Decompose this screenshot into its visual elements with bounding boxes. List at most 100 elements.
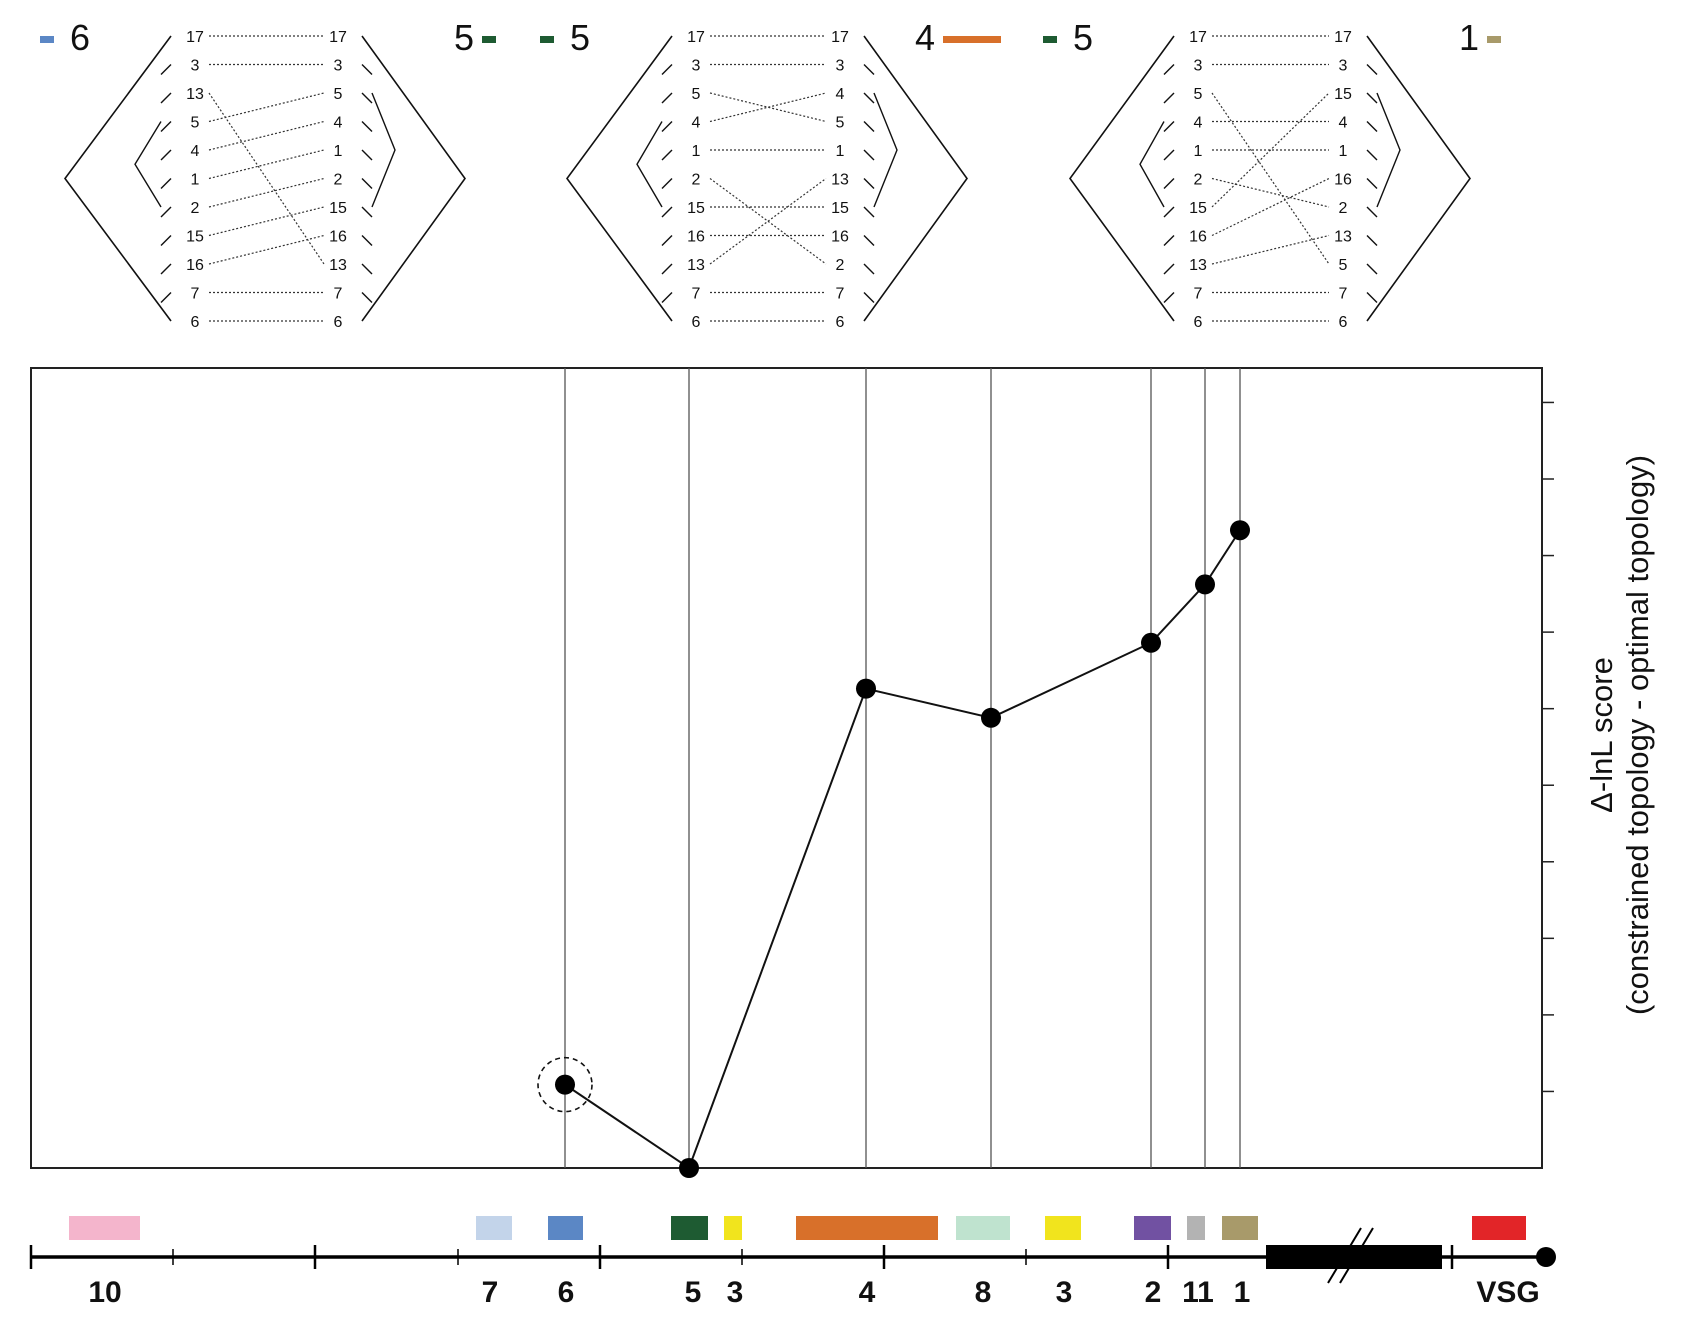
right-branch	[1366, 92, 1378, 104]
gene-label-VSG: VSG	[1476, 1276, 1539, 1309]
left-branch	[1163, 235, 1175, 246]
gene-block-6	[548, 1216, 583, 1240]
left-leaf-15: 15	[186, 229, 204, 246]
left-leaf-3: 3	[191, 58, 200, 75]
right-branch	[361, 64, 373, 75]
leaf-link-2	[208, 177, 325, 208]
data-point-8	[981, 707, 1001, 728]
right-leaf-5: 5	[334, 86, 343, 103]
left-branch	[1163, 121, 1175, 132]
right-leaf-2: 2	[334, 172, 343, 189]
data-point-4	[856, 678, 876, 699]
tree-panel-1: 17 3 13 5 4 1 2 15 16 7 6 17 3 5 4 1 2 15 16 13 7 6 6 5	[40, 17, 496, 331]
left-branch	[661, 263, 673, 275]
gene-block-1	[1222, 1216, 1258, 1240]
left-leaf-1: 1	[1194, 143, 1203, 160]
right-branch	[863, 292, 875, 303]
right-branch	[863, 149, 875, 161]
right-branch	[361, 235, 373, 246]
gene-block-7	[476, 1216, 512, 1240]
left-leaf-5: 5	[1194, 86, 1203, 103]
track-gap-block	[1266, 1245, 1442, 1269]
right-leaf-1: 1	[334, 143, 343, 160]
gene-block-11	[1187, 1216, 1205, 1240]
left-branch	[1163, 64, 1175, 75]
left-leaf-4: 4	[1194, 115, 1203, 132]
left-leaf-13: 13	[186, 86, 204, 103]
track-end-marker	[1536, 1247, 1556, 1267]
left-branch	[160, 92, 172, 104]
legend-swatch-right	[482, 36, 496, 43]
left-clade	[636, 121, 663, 208]
track-break-mark	[1339, 1227, 1374, 1284]
left-leaf-17: 17	[1189, 29, 1207, 46]
right-leaf-17: 17	[831, 29, 849, 46]
right-leaf-16: 16	[1334, 172, 1352, 189]
left-leaf-5: 5	[692, 86, 701, 103]
left-leaf-1: 1	[191, 172, 200, 189]
right-branch	[1366, 64, 1378, 75]
right-leaf-7: 7	[1339, 286, 1348, 303]
right-branch	[361, 149, 373, 161]
right-branch	[361, 178, 373, 189]
right-branch	[863, 92, 875, 104]
left-leaf-6: 6	[191, 314, 200, 331]
right-clade	[1376, 92, 1401, 208]
right-leaf-5: 5	[1339, 257, 1348, 274]
data-point-11	[1195, 574, 1215, 595]
left-branch	[160, 149, 172, 161]
left-branch	[661, 206, 673, 218]
leaf-link-5	[1211, 92, 1330, 265]
right-branch	[863, 263, 875, 275]
left-clade	[134, 121, 162, 208]
right-branch	[1366, 263, 1378, 275]
left-leaf-3: 3	[1194, 58, 1203, 75]
tree-panel-2: 17 3 5 4 1 2 15 16 13 7 6 17 3 4 5 1 13 15 16 2 7 6 5 4	[540, 17, 1001, 331]
left-leaf-17: 17	[687, 29, 705, 46]
left-leaf-17: 17	[186, 29, 204, 46]
left-branch	[661, 149, 673, 161]
left-leaf-4: 4	[191, 143, 200, 160]
right-clade	[371, 92, 396, 208]
leaf-link-13	[208, 92, 325, 265]
left-branch	[1163, 263, 1175, 275]
gene-block-3	[724, 1216, 742, 1240]
left-branch	[1163, 149, 1175, 161]
left-leaf-1: 1	[692, 143, 701, 160]
right-leaf-1: 1	[1339, 143, 1348, 160]
left-branch	[661, 64, 673, 75]
right-leaf-16: 16	[831, 229, 849, 246]
left-leaf-16: 16	[687, 229, 705, 246]
right-branch	[863, 235, 875, 246]
right-leaf-16: 16	[329, 229, 347, 246]
right-leaf-4: 4	[1339, 115, 1348, 132]
highlight-ring	[537, 1056, 593, 1113]
right-branch	[1366, 235, 1378, 246]
right-branch	[1366, 121, 1378, 132]
left-clade	[1139, 121, 1165, 208]
left-branch	[1163, 292, 1175, 303]
legend-swatch-left	[1043, 36, 1057, 43]
right-leaf-15: 15	[831, 200, 849, 217]
right-leaf-15: 15	[1334, 86, 1352, 103]
leaf-link-13	[709, 178, 827, 265]
data-point-1	[1230, 520, 1250, 541]
legend-label-left: 5	[1073, 17, 1093, 58]
legend-label-left: 5	[570, 17, 590, 58]
right-leaf-6: 6	[836, 314, 845, 331]
right-leaf-17: 17	[329, 29, 347, 46]
track-break-mark	[1327, 1227, 1362, 1284]
right-branch	[361, 292, 373, 303]
gene-label-3: 3	[1056, 1276, 1073, 1309]
gene-block-10	[69, 1216, 140, 1240]
right-branch	[1366, 178, 1378, 189]
right-branch	[863, 206, 875, 218]
right-leaf-4: 4	[334, 115, 343, 132]
leaf-link-16	[1211, 177, 1330, 237]
data-point-5	[679, 1158, 699, 1178]
legend-label-left: 6	[70, 17, 90, 58]
y-axis-title: Δ-lnL score (constrained topology - opti…	[1584, 455, 1655, 1015]
gene-label-10: 10	[88, 1276, 121, 1309]
plot-frame	[30, 367, 1543, 1169]
left-branch	[661, 235, 673, 246]
